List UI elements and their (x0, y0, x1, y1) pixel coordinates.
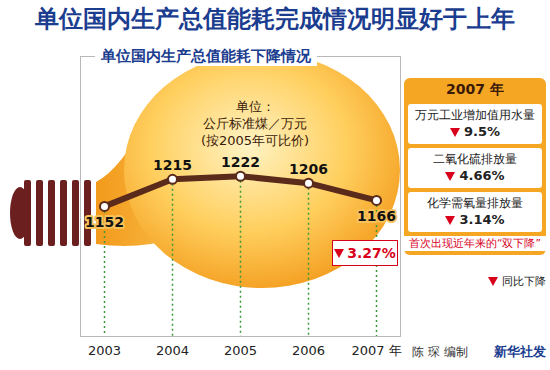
html-text:公斤标准煤／万元: 公斤标准煤／万元 (203, 116, 307, 131)
html-text:单位：: 单位： (235, 99, 275, 114)
html-text:3.27%: 3.27% (347, 245, 396, 261)
html-text:单位国内生产总值能耗下降情况: 单位国内生产总值能耗下降情况 (101, 47, 311, 65)
html-text:3.14%: 3.14% (459, 212, 505, 227)
svg-text:1215: 1215 (153, 157, 192, 173)
html-text:2007 年: 2007 年 (446, 81, 504, 97)
svg-text:2005: 2005 (224, 343, 257, 358)
html-text:单位国内生产总值能耗完成情况明显好于上年: 单位国内生产总值能耗完成情况明显好于上年 (35, 5, 515, 33)
html-text:首次出现近年来的“双下降”: 首次出现近年来的“双下降” (409, 237, 541, 249)
html-text:万元工业增加值用水量: 万元工业增加值用水量 (415, 108, 535, 122)
svg-text:2007 年: 2007 年 (351, 343, 401, 358)
svg-text:2004: 2004 (156, 343, 189, 358)
svg-text:2006: 2006 (292, 343, 325, 358)
html-text:4.66%: 4.66% (459, 168, 505, 183)
svg-text:1166: 1166 (357, 208, 396, 224)
html-text:新华社发: 新华社发 (494, 344, 546, 359)
svg-text:1222: 1222 (221, 154, 260, 170)
html-text:化学需氧量排放量: 化学需氧量排放量 (427, 196, 523, 210)
svg-text:2003: 2003 (88, 343, 121, 358)
html-text:陈 琛 编制: 陈 琛 编制 (412, 344, 468, 359)
html-text:(按2005年可比价): (按2005年可比价) (200, 133, 310, 148)
html-text:9.5%: 9.5% (464, 124, 500, 139)
html-text:二氧化硫排放量: 二氧化硫排放量 (433, 152, 517, 166)
html-text:同比下降: 同比下降 (502, 275, 546, 288)
svg-text:1206: 1206 (289, 161, 328, 177)
svg-text:1152: 1152 (85, 214, 124, 230)
